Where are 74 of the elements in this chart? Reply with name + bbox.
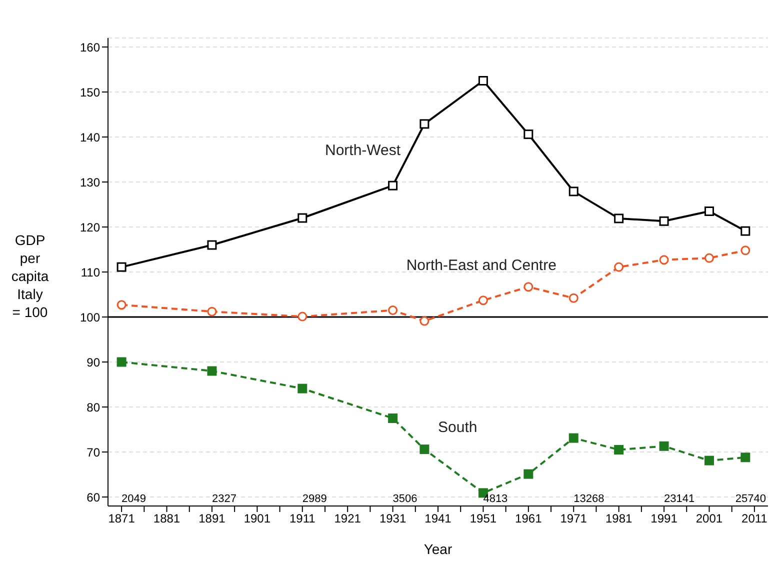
point: [740, 452, 750, 462]
y-tick-label: 160: [80, 40, 100, 54]
point: [388, 180, 398, 190]
point: [116, 300, 126, 310]
x-tick-label: 1901: [244, 512, 271, 526]
point: [207, 366, 217, 376]
point: [704, 253, 714, 263]
point: [524, 130, 534, 140]
x-tick-label: 1931: [379, 512, 406, 526]
x-tick-label: 1981: [605, 512, 632, 526]
x-tick-label: 1911: [289, 512, 316, 526]
x-tick-label: 1961: [515, 512, 542, 526]
y-tick-label: 60: [86, 490, 100, 504]
y-tick-label: 130: [80, 175, 100, 190]
x-tick-label: 2001: [696, 512, 723, 526]
point: [524, 282, 534, 292]
point: [568, 433, 578, 443]
point: [298, 312, 308, 322]
point: [614, 445, 624, 454]
series-label: North-West: [324, 142, 402, 159]
y-tick-label: 140: [80, 130, 100, 144]
annotation: 2049: [122, 493, 146, 505]
point: [478, 76, 488, 86]
y-tick-label: 100: [80, 310, 100, 324]
x-tick-label: 1871: [108, 512, 136, 526]
annotation: 25740: [735, 493, 766, 505]
point: [388, 414, 398, 423]
y-tick-label: 110: [80, 265, 100, 280]
y-tick-label: 80: [86, 400, 100, 414]
y-tick-label: 90: [86, 355, 100, 370]
annotation: 13268: [574, 493, 604, 505]
point: [524, 469, 534, 479]
point: [420, 444, 430, 454]
x-tick-label: 1881: [153, 512, 180, 526]
x-axis-title: Year: [424, 541, 452, 557]
x-tick-label: 1951: [470, 512, 497, 526]
point: [207, 306, 217, 316]
point: [298, 384, 308, 394]
y-axis-title: GDP per capita Italy = 100: [11, 232, 49, 320]
point: [116, 357, 126, 367]
annotation: 2327: [212, 493, 236, 505]
point: [614, 214, 624, 224]
point: [116, 262, 126, 272]
y-tick-label: 150: [80, 85, 100, 100]
point: [740, 246, 750, 256]
point: [704, 206, 714, 216]
point: [568, 293, 578, 303]
series-label: South: [438, 418, 478, 436]
x-tick-label: 1921: [334, 512, 362, 526]
point: [740, 226, 750, 236]
x-tick-label: 1991: [650, 512, 678, 526]
point: [298, 213, 308, 223]
point: [568, 186, 578, 196]
annotation: 2989: [302, 493, 327, 505]
y-tick-label: 70: [86, 445, 100, 460]
point: [659, 216, 669, 226]
x-tick-label: 2011: [742, 512, 768, 526]
annotation: 3506: [392, 493, 418, 505]
annotation: 4813: [483, 493, 508, 505]
point: [614, 262, 624, 272]
point: [420, 316, 430, 326]
series-label: North-East and Centre: [406, 256, 556, 274]
annotation: 23141: [664, 493, 695, 505]
point: [207, 240, 217, 250]
point: [659, 255, 669, 265]
point: [478, 296, 488, 306]
point: [659, 441, 669, 451]
x-tick-label: 1971: [560, 512, 588, 526]
point: [420, 119, 430, 129]
y-tick-label: 120: [80, 220, 100, 234]
point: [388, 306, 398, 315]
x-tick-label: 1891: [198, 512, 226, 526]
x-tick-label: 1941: [424, 512, 452, 526]
point: [704, 456, 714, 466]
